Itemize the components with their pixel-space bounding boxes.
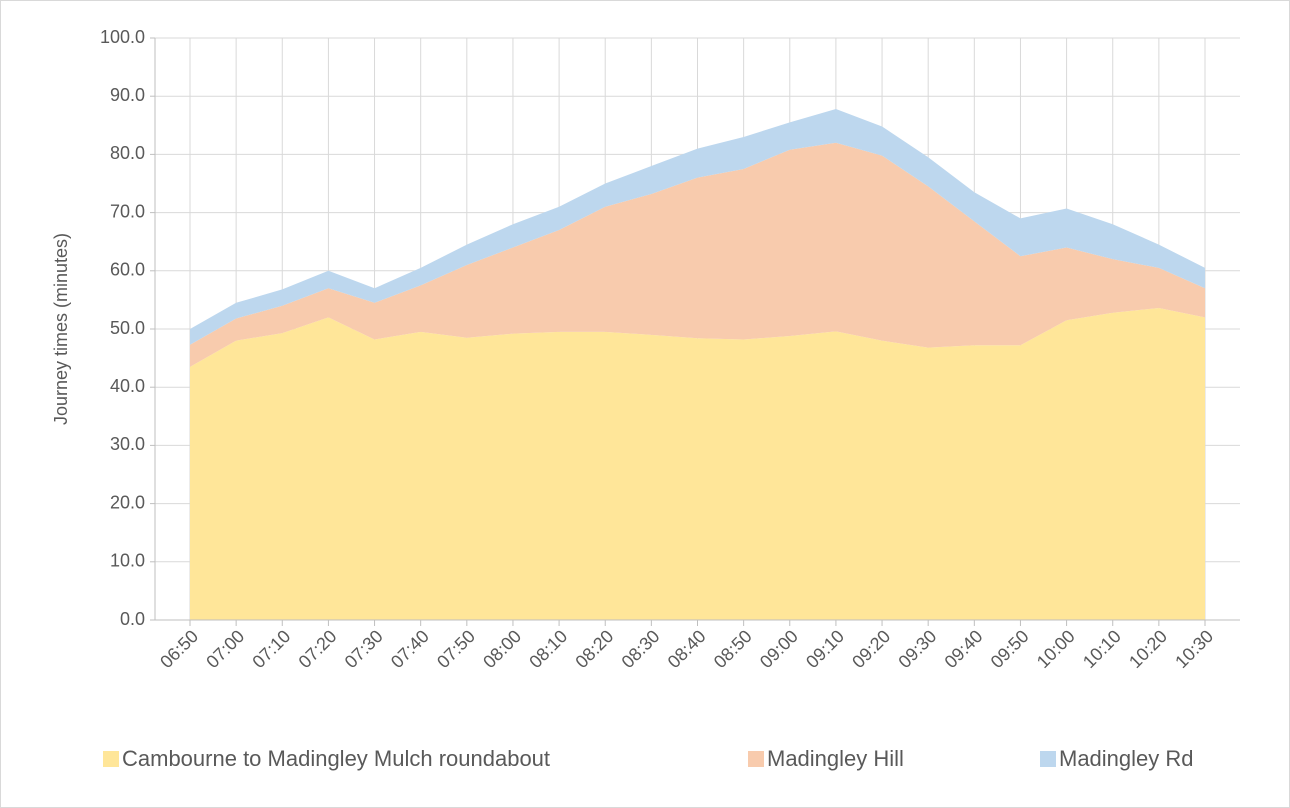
legend-swatch bbox=[103, 751, 119, 767]
y-tick-label: 30.0 bbox=[110, 434, 145, 454]
y-tick-label: 50.0 bbox=[110, 318, 145, 338]
y-tick-label: 40.0 bbox=[110, 376, 145, 396]
legend-label: Madingley Rd bbox=[1059, 746, 1194, 771]
y-tick-label: 60.0 bbox=[110, 260, 145, 280]
y-tick-label: 70.0 bbox=[110, 201, 145, 221]
y-tick-label: 20.0 bbox=[110, 492, 145, 512]
area bbox=[190, 142, 1205, 367]
y-tick-label: 100.0 bbox=[100, 27, 145, 47]
area bbox=[190, 109, 1205, 345]
legend-swatch bbox=[1040, 751, 1056, 767]
y-tick-label: 0.0 bbox=[120, 609, 145, 629]
y-axis-label: Journey times (minutes) bbox=[51, 233, 71, 425]
legend-swatch bbox=[748, 751, 764, 767]
legend-label: Cambourne to Madingley Mulch roundabout bbox=[122, 746, 550, 771]
area bbox=[190, 308, 1205, 620]
y-tick-label: 10.0 bbox=[110, 551, 145, 571]
y-tick-label: 90.0 bbox=[110, 85, 145, 105]
legend-label: Madingley Hill bbox=[767, 746, 904, 771]
y-tick-label: 80.0 bbox=[110, 143, 145, 163]
